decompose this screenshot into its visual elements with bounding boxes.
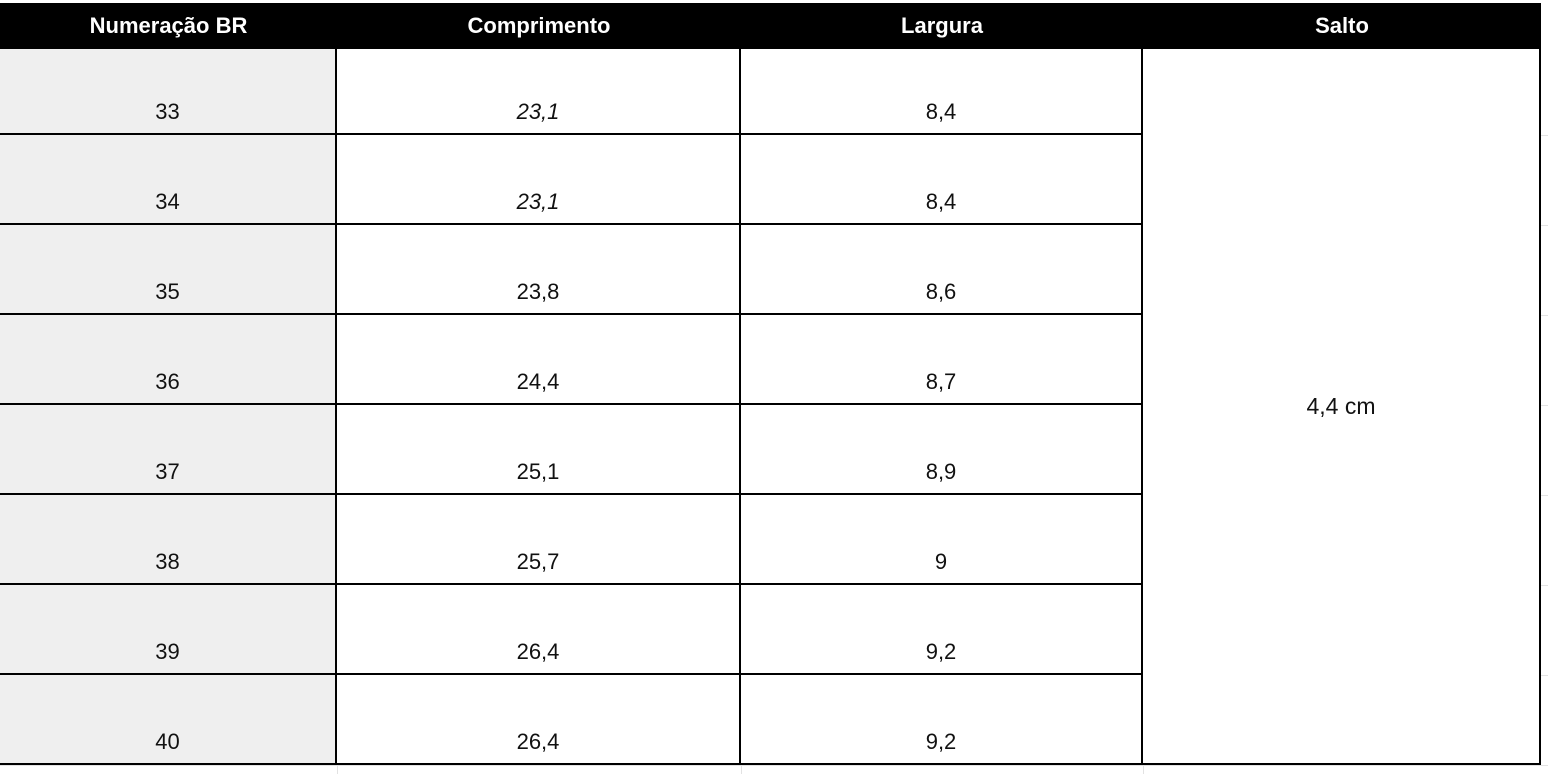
grid-line [741, 765, 742, 774]
table-cell: 26,4 [337, 675, 741, 765]
table-cell: 38 [0, 495, 337, 585]
table-cell: 25,7 [337, 495, 741, 585]
table-cell: 8,6 [741, 225, 1143, 315]
table-cell: 25,1 [337, 405, 741, 495]
table-cell: 9,2 [741, 675, 1143, 765]
table-cell: 34 [0, 135, 337, 225]
header-cell: Numeração BR [0, 3, 337, 49]
table-cell: 36 [0, 315, 337, 405]
table-cell: 8,7 [741, 315, 1143, 405]
table-cell: 23,1 [337, 135, 741, 225]
grid-line [1143, 765, 1144, 774]
merged-cell: 4,4 cm [1143, 49, 1541, 765]
table-cell: 9 [741, 495, 1143, 585]
table-cell: 9,2 [741, 585, 1143, 675]
header-cell: Salto [1143, 3, 1541, 49]
grid-line [337, 765, 338, 774]
table-cell: 24,4 [337, 315, 741, 405]
header-cell: Comprimento [337, 3, 741, 49]
table-cell: 23,1 [337, 49, 741, 135]
grid-line [1541, 495, 1548, 496]
table-cell: 26,4 [337, 585, 741, 675]
table-cell: 35 [0, 225, 337, 315]
grid-line [1541, 585, 1548, 586]
grid-line [1541, 225, 1548, 226]
table-cell: 23,8 [337, 225, 741, 315]
table-cell: 37 [0, 405, 337, 495]
grid-line [1541, 675, 1548, 676]
table-cell: 40 [0, 675, 337, 765]
grid-line [1541, 315, 1548, 316]
table-cell: 33 [0, 49, 337, 135]
table-cell: 8,4 [741, 135, 1143, 225]
grid-line [0, 765, 1548, 766]
grid-line [1541, 135, 1548, 136]
table-cell: 8,9 [741, 405, 1143, 495]
header-cell: Largura [741, 3, 1143, 49]
table-cell: 8,4 [741, 49, 1143, 135]
grid-line [1541, 405, 1548, 406]
table-cell: 39 [0, 585, 337, 675]
